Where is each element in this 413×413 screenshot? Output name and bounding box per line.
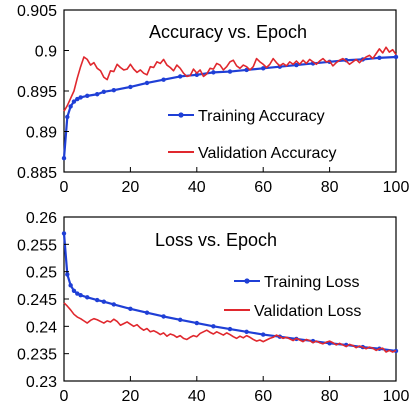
x-tick-label: 60 xyxy=(254,388,272,405)
data-point-training-accuracy xyxy=(128,84,133,90)
data-point-training-loss xyxy=(211,324,216,329)
accuracy-plot-frame xyxy=(63,9,397,173)
data-point-training-loss xyxy=(227,326,233,332)
y-tick-label: 0.245 xyxy=(17,292,57,309)
data-point-training-accuracy xyxy=(211,70,216,75)
loss-chart: 0 20 40 60 80 100 0.23 0.235 0.24 0.245 0.25 0.255 0… xyxy=(17,210,409,405)
data-point-training-accuracy xyxy=(377,55,382,60)
data-point-training-accuracy xyxy=(85,93,90,99)
series-line-validation-accuracy xyxy=(63,46,397,112)
data-point-training-accuracy xyxy=(178,74,183,79)
data-point-training-accuracy xyxy=(78,95,83,100)
data-point-training-accuracy xyxy=(294,62,299,68)
y-tick-label: 0.255 xyxy=(17,237,57,254)
data-point-training-accuracy xyxy=(71,99,77,104)
y-tick-label: 0.26 xyxy=(26,210,57,227)
x-tick-label: 40 xyxy=(188,388,206,405)
y-tick-label: 0.895 xyxy=(17,84,57,101)
y-tick-label: 0.885 xyxy=(17,165,57,182)
x-tick-label: 100 xyxy=(383,388,410,405)
data-point-training-accuracy xyxy=(393,54,399,60)
data-point-training-loss xyxy=(194,320,199,326)
data-point-training-accuracy xyxy=(95,92,100,97)
y-tick-label: 0.905 xyxy=(17,3,57,20)
data-point-training-accuracy xyxy=(194,72,199,78)
data-point-training-loss xyxy=(68,283,73,288)
x-tick-label: 0 xyxy=(60,388,69,405)
data-point-training-loss xyxy=(261,332,266,337)
x-tick-label: 80 xyxy=(321,388,339,405)
legend-label-training-accuracy: Training Accuracy xyxy=(198,108,325,125)
y-tick-label: 0.9 xyxy=(35,44,57,61)
legend-label-validation-accuracy: Validation Accuracy xyxy=(198,145,336,162)
data-point-training-accuracy xyxy=(65,114,70,120)
data-point-training-accuracy xyxy=(75,96,80,102)
legend-marker-training-accuracy xyxy=(178,112,184,118)
data-point-training-accuracy xyxy=(101,89,107,95)
accuracy-ticks-layer: 0 20 40 60 80 100 0.885 0.89 0.895 0.9 0.905 xyxy=(17,3,409,196)
loss-ticks-layer: 0 20 40 60 80 100 0.23 0.235 0.24 0.245 0.25 0.255 0… xyxy=(17,210,409,405)
y-tick-label: 0.89 xyxy=(26,125,57,142)
data-point-training-loss xyxy=(65,272,70,277)
accuracy-chart-title: Accuracy vs. Epoch xyxy=(149,22,307,42)
data-point-training-loss xyxy=(101,299,107,304)
data-point-training-loss xyxy=(78,292,83,298)
data-point-training-loss xyxy=(61,231,67,236)
data-point-training-loss xyxy=(111,302,117,307)
data-point-training-loss xyxy=(161,314,166,319)
data-point-training-loss xyxy=(71,288,77,293)
data-point-training-loss xyxy=(178,317,183,322)
y-tick-label: 0.24 xyxy=(26,319,57,336)
data-point-training-accuracy xyxy=(68,104,73,109)
legend-marker-training-loss xyxy=(244,278,250,284)
data-point-training-accuracy xyxy=(227,69,233,74)
data-point-training-loss xyxy=(128,306,133,312)
data-point-training-loss xyxy=(144,310,150,315)
loss-series-layer xyxy=(61,231,399,354)
y-tick-label: 0.235 xyxy=(17,347,57,364)
data-point-training-accuracy xyxy=(261,66,266,71)
y-tick-label: 0.23 xyxy=(26,374,57,391)
legend-label-training-loss: Training Loss xyxy=(264,274,359,291)
accuracy-legend: Training Accuracy Validation Accuracy xyxy=(168,108,336,162)
data-point-training-accuracy xyxy=(161,77,166,82)
series-line-validation-loss xyxy=(63,302,397,353)
accuracy-series-layer xyxy=(61,46,399,161)
x-tick-label: 100 xyxy=(383,179,410,196)
data-point-training-loss xyxy=(85,295,90,300)
x-tick-label: 20 xyxy=(122,179,140,196)
y-tick-label: 0.25 xyxy=(26,265,57,282)
loss-legend: Training Loss Validation Loss xyxy=(224,274,361,320)
data-point-training-loss xyxy=(75,291,80,296)
loss-plot-frame xyxy=(63,216,397,382)
data-point-training-accuracy xyxy=(61,156,67,161)
loss-chart-title: Loss vs. Epoch xyxy=(155,230,277,250)
x-tick-label: 0 xyxy=(60,179,69,196)
x-tick-label: 20 xyxy=(122,388,140,405)
legend-label-validation-loss: Validation Loss xyxy=(254,303,361,320)
x-tick-label: 40 xyxy=(188,179,206,196)
accuracy-chart: 0 20 40 60 80 100 0.885 0.89 0.895 0.9 0.905 Accur… xyxy=(17,3,409,196)
x-tick-label: 80 xyxy=(321,179,339,196)
data-point-training-loss xyxy=(244,329,249,334)
data-point-training-loss xyxy=(95,297,100,303)
x-tick-label: 60 xyxy=(254,179,272,196)
data-point-training-accuracy xyxy=(111,87,117,93)
data-point-training-accuracy xyxy=(144,80,150,86)
